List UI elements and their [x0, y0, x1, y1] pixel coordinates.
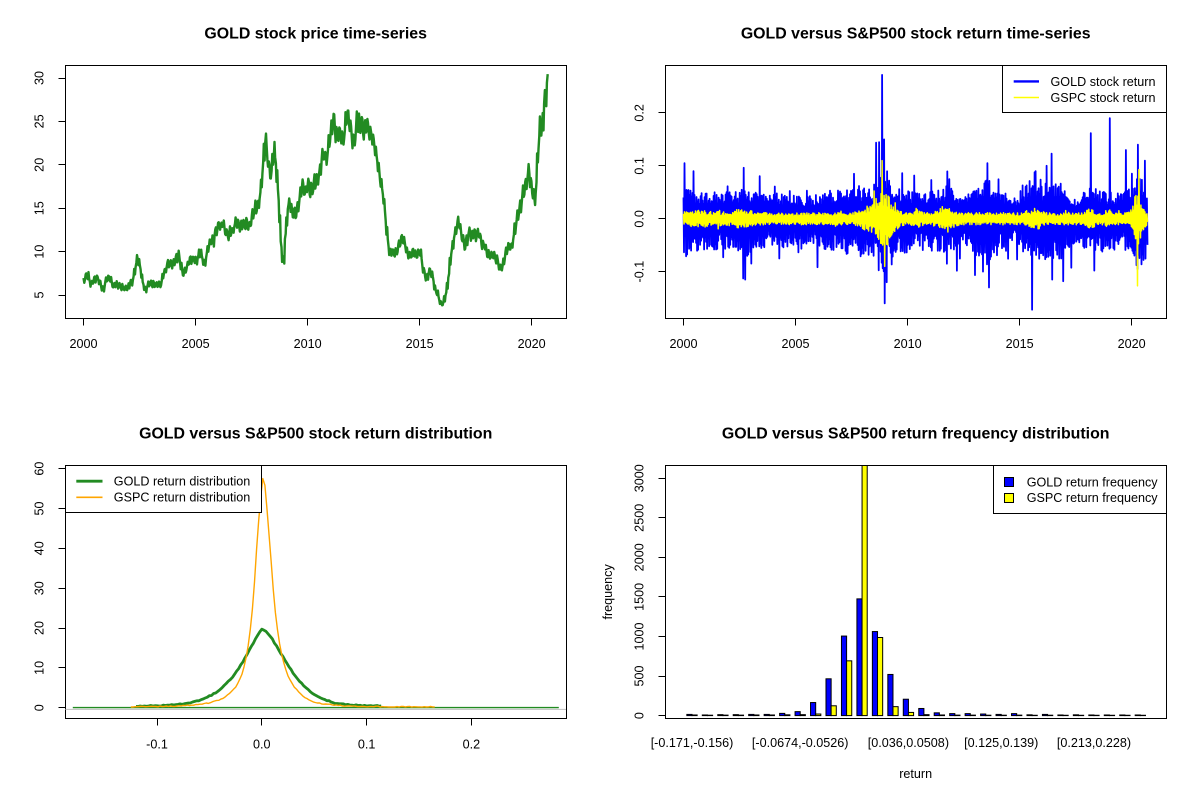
svg-text:60: 60	[33, 462, 47, 476]
svg-text:50: 50	[33, 501, 47, 515]
svg-text:20: 20	[33, 158, 47, 172]
svg-text:[-0.171,-0.156): [-0.171,-0.156)	[651, 736, 734, 750]
svg-text:2020: 2020	[1118, 337, 1146, 351]
svg-text:3000: 3000	[633, 464, 647, 492]
svg-text:GOLD return distribution: GOLD return distribution	[114, 475, 251, 489]
svg-text:10: 10	[33, 245, 47, 259]
svg-text:GSPC return distribution: GSPC return distribution	[114, 491, 251, 505]
svg-text:2010: 2010	[894, 337, 922, 351]
svg-text:2000: 2000	[69, 337, 97, 351]
svg-text:[0.125,0.139): [0.125,0.139)	[964, 736, 1038, 750]
svg-text:0.2: 0.2	[463, 737, 481, 751]
svg-text:2015: 2015	[1006, 337, 1034, 351]
svg-text:0: 0	[633, 712, 647, 719]
svg-text:-0.1: -0.1	[146, 737, 168, 751]
svg-text:frequency: frequency	[601, 564, 615, 620]
svg-text:2005: 2005	[182, 337, 210, 351]
svg-text:2500: 2500	[633, 504, 647, 532]
svg-text:GOLD stock return: GOLD stock return	[1051, 75, 1156, 89]
svg-text:GOLD stock price time-series: GOLD stock price time-series	[204, 26, 427, 43]
svg-text:30: 30	[33, 71, 47, 85]
svg-text:[0.213,0.228): [0.213,0.228)	[1057, 736, 1131, 750]
svg-text:30: 30	[33, 581, 47, 595]
svg-text:500: 500	[633, 665, 647, 686]
svg-text:1500: 1500	[633, 583, 647, 611]
svg-text:0.1: 0.1	[358, 737, 376, 751]
svg-text:2010: 2010	[294, 337, 322, 351]
svg-text:GSPC stock return: GSPC stock return	[1051, 91, 1156, 105]
svg-text:GOLD versus S&P500 stock retur: GOLD versus S&P500 stock return distribu…	[139, 426, 492, 443]
svg-text:1000: 1000	[633, 622, 647, 650]
svg-text:GOLD return frequency: GOLD return frequency	[1027, 476, 1159, 490]
svg-text:25: 25	[33, 114, 47, 128]
svg-text:40: 40	[33, 541, 47, 555]
svg-text:2000: 2000	[633, 543, 647, 571]
svg-text:0.1: 0.1	[633, 157, 647, 175]
svg-text:10: 10	[33, 661, 47, 675]
svg-text:[0.036,0.0508): [0.036,0.0508)	[868, 736, 949, 750]
svg-text:[-0.0674,-0.0526): [-0.0674,-0.0526)	[752, 736, 849, 750]
svg-text:return: return	[899, 767, 932, 781]
svg-text:0.2: 0.2	[633, 104, 647, 122]
svg-text:2005: 2005	[781, 337, 809, 351]
svg-text:GSPC return frequency: GSPC return frequency	[1027, 491, 1159, 505]
svg-text:5: 5	[33, 291, 47, 298]
svg-text:0: 0	[33, 704, 47, 711]
svg-text:0.0: 0.0	[253, 737, 271, 751]
svg-text:GOLD versus S&P500 return freq: GOLD versus S&P500 return frequency dist…	[722, 426, 1110, 443]
svg-text:15: 15	[33, 201, 47, 215]
svg-text:20: 20	[33, 621, 47, 635]
svg-text:2020: 2020	[518, 337, 546, 351]
svg-text:2000: 2000	[669, 337, 697, 351]
svg-text:GOLD versus S&P500 stock retur: GOLD versus S&P500 stock return time-ser…	[741, 26, 1091, 43]
svg-text:0.0: 0.0	[633, 210, 647, 228]
svg-text:-0.1: -0.1	[633, 261, 647, 283]
svg-text:2015: 2015	[406, 337, 434, 351]
